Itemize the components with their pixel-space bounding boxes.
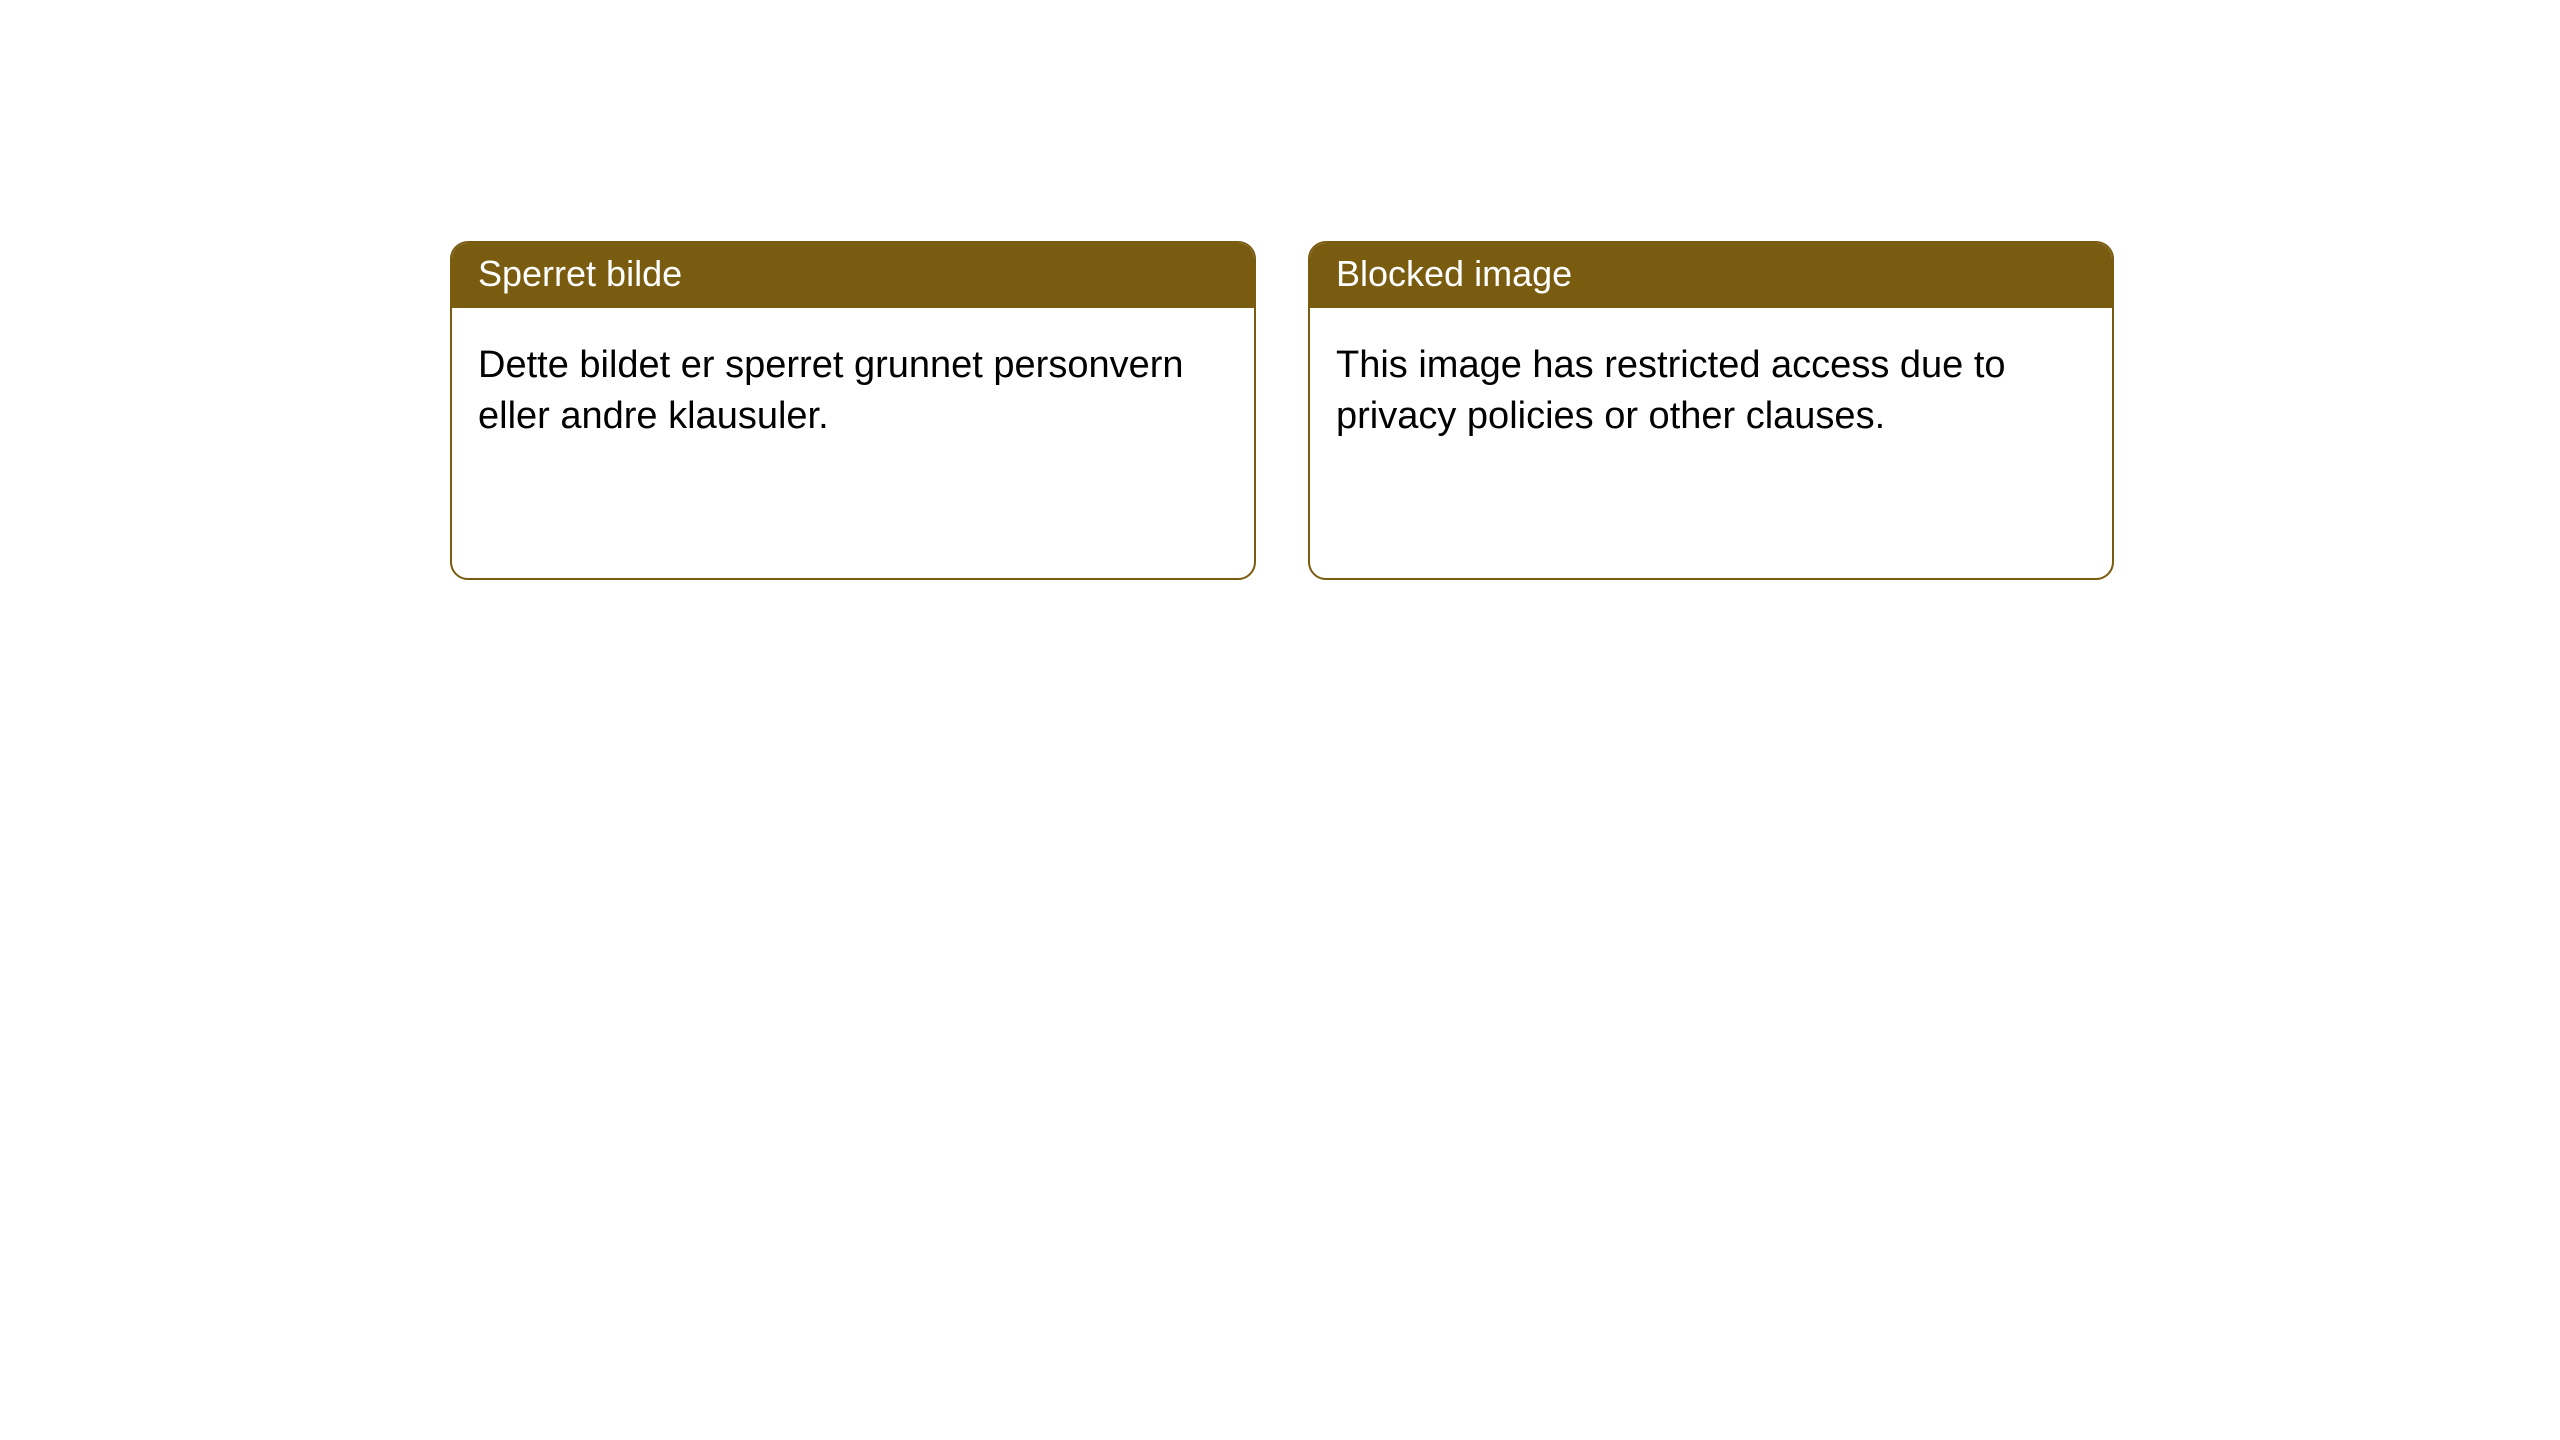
notice-message: Dette bildet er sperret grunnet personve… xyxy=(452,308,1254,578)
notice-card-english: Blocked image This image has restricted … xyxy=(1308,241,2114,580)
notice-title: Blocked image xyxy=(1310,243,2112,308)
notice-container: Sperret bilde Dette bildet er sperret gr… xyxy=(0,0,2560,580)
notice-title: Sperret bilde xyxy=(452,243,1254,308)
notice-card-norwegian: Sperret bilde Dette bildet er sperret gr… xyxy=(450,241,1256,580)
notice-message: This image has restricted access due to … xyxy=(1310,308,2112,578)
